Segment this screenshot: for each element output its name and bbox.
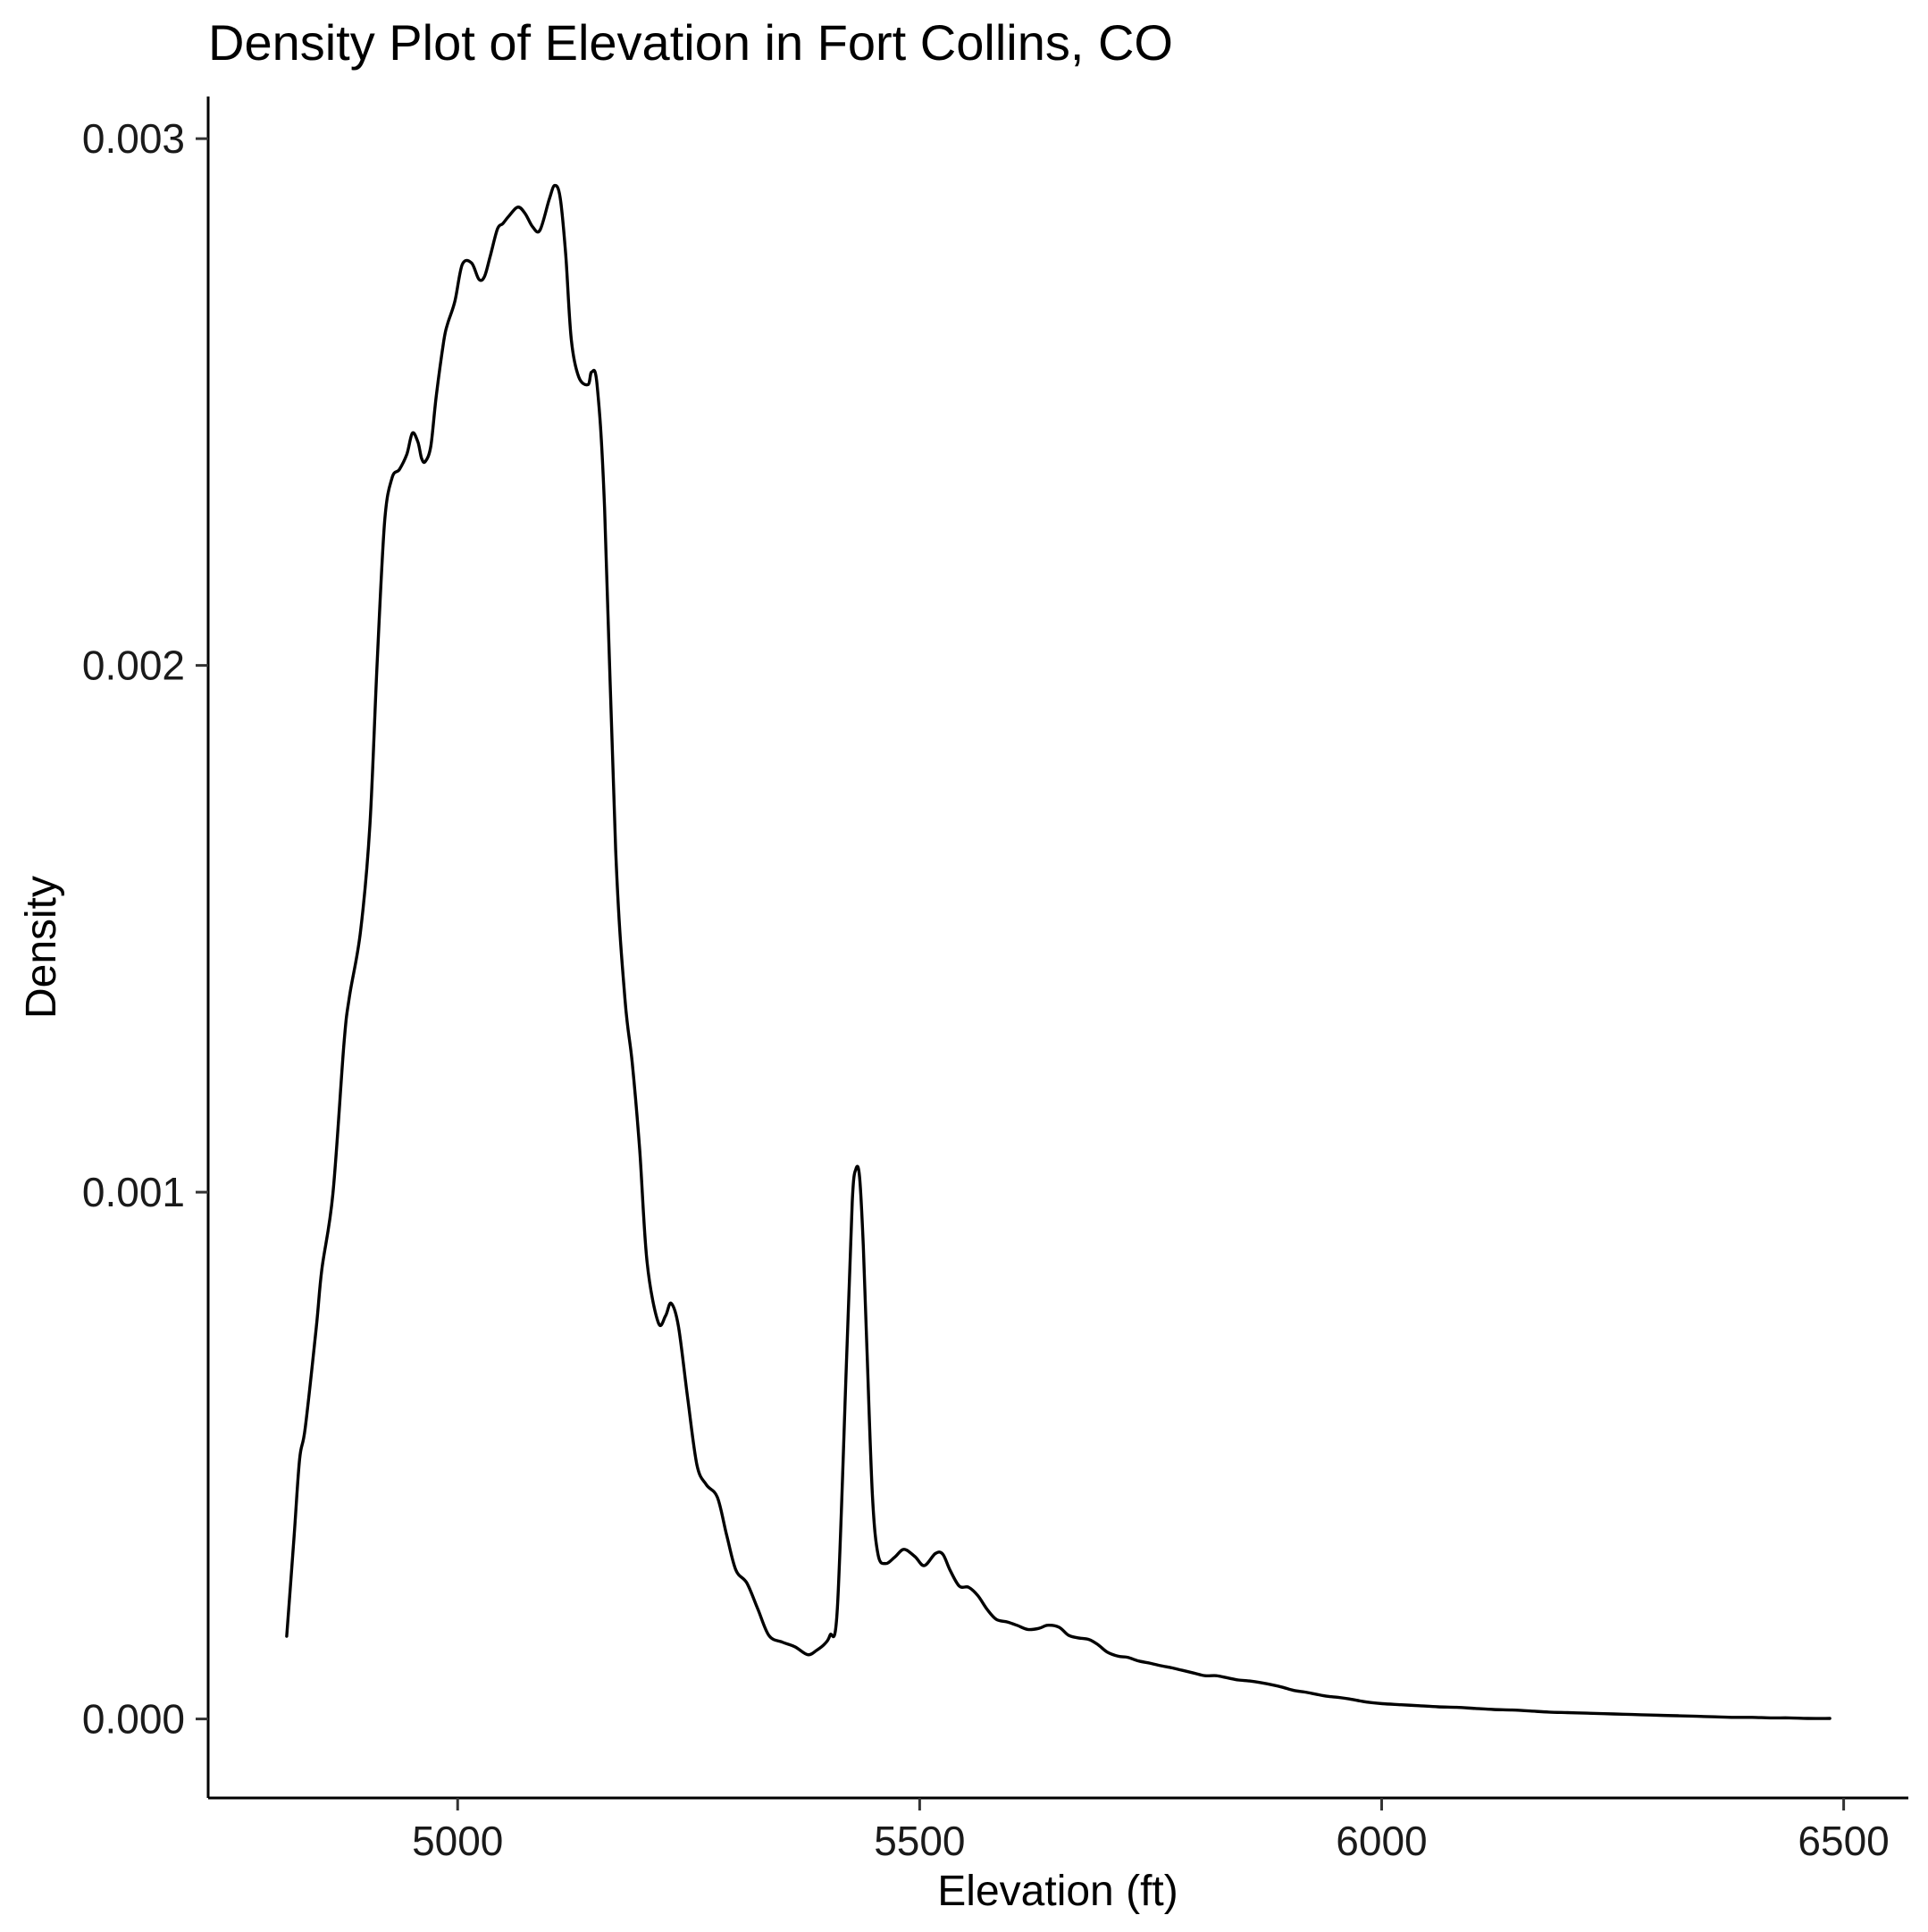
y-tick-label: 0.003 — [82, 115, 185, 162]
y-tick-label: 0.002 — [82, 643, 185, 689]
x-tick-label: 6500 — [1798, 1818, 1889, 1864]
x-axis-title: Elevation (ft) — [937, 1868, 1178, 1915]
chart-title: Density Plot of Elevation in Fort Collin… — [208, 14, 1173, 71]
y-axis-title: Density — [18, 876, 65, 1019]
x-tick-label: 6000 — [1336, 1818, 1427, 1864]
y-tick-label: 0.001 — [82, 1169, 185, 1215]
density-line — [285, 183, 1832, 1720]
x-axis: 5000 5500 6000 6500 — [208, 1796, 1908, 1864]
y-tick-label: 0.000 — [82, 1696, 185, 1743]
y-axis: 0.000 0.001 0.002 0.003 — [82, 97, 210, 1798]
x-tick-label: 5500 — [874, 1818, 965, 1864]
x-tick-label: 5000 — [412, 1818, 503, 1864]
